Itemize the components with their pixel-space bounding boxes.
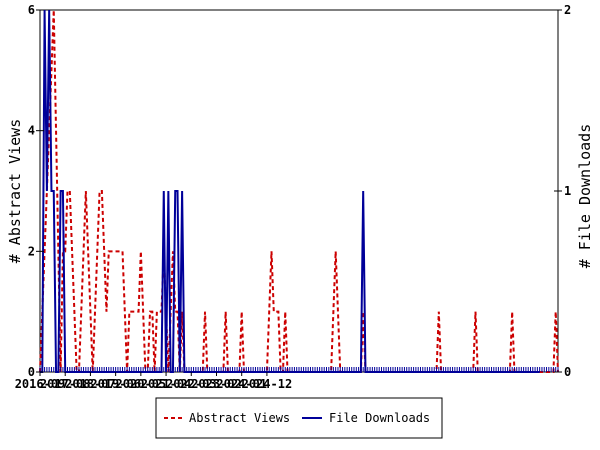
y-left-tick-label: 4 (28, 124, 35, 138)
x-tick-label: 2023-02 (191, 377, 242, 391)
y-right-tick-label: 0 (564, 365, 571, 379)
y-left-tick-label: 0 (28, 365, 35, 379)
legend-label-abstract-views: Abstract Views (189, 411, 290, 425)
x-tick-label: 2019-06 (90, 377, 141, 391)
x-tick-label: 2016-09 (15, 377, 66, 391)
x-tick-label: 2018-07 (65, 377, 116, 391)
x-tick-label: 2017-08 (40, 377, 91, 391)
x-tick-label: 2024-01 (216, 377, 267, 391)
x-axis-ticks: 2016-092017-082018-072019-062020-052021-… (15, 367, 559, 391)
left-y-axis: 0 2 4 6 (28, 3, 44, 379)
legend-box (155, 397, 443, 439)
y-right-tick-label: 2 (564, 3, 571, 17)
right-y-axis: 0 1 2 (554, 3, 571, 379)
plot-border (39, 9, 559, 373)
y-right-tick-label: 1 (564, 184, 571, 198)
legend: Abstract Views File Downloads (155, 397, 443, 439)
x-tick-label: 2024-12 (242, 377, 293, 391)
right-axis-title: # File Downloads (576, 124, 594, 269)
x-tick-label: 2022-03 (166, 377, 217, 391)
y-left-tick-label: 6 (28, 3, 35, 17)
legend-label-file-downloads: File Downloads (329, 411, 430, 425)
left-axis-title: # Abstract Views (6, 119, 24, 264)
plot-frame (39, 9, 559, 373)
x-tick-label: 2020-05 (116, 377, 167, 391)
y-left-tick-label: 2 (28, 244, 35, 258)
x-tick-label: 2021-04 (141, 377, 192, 391)
